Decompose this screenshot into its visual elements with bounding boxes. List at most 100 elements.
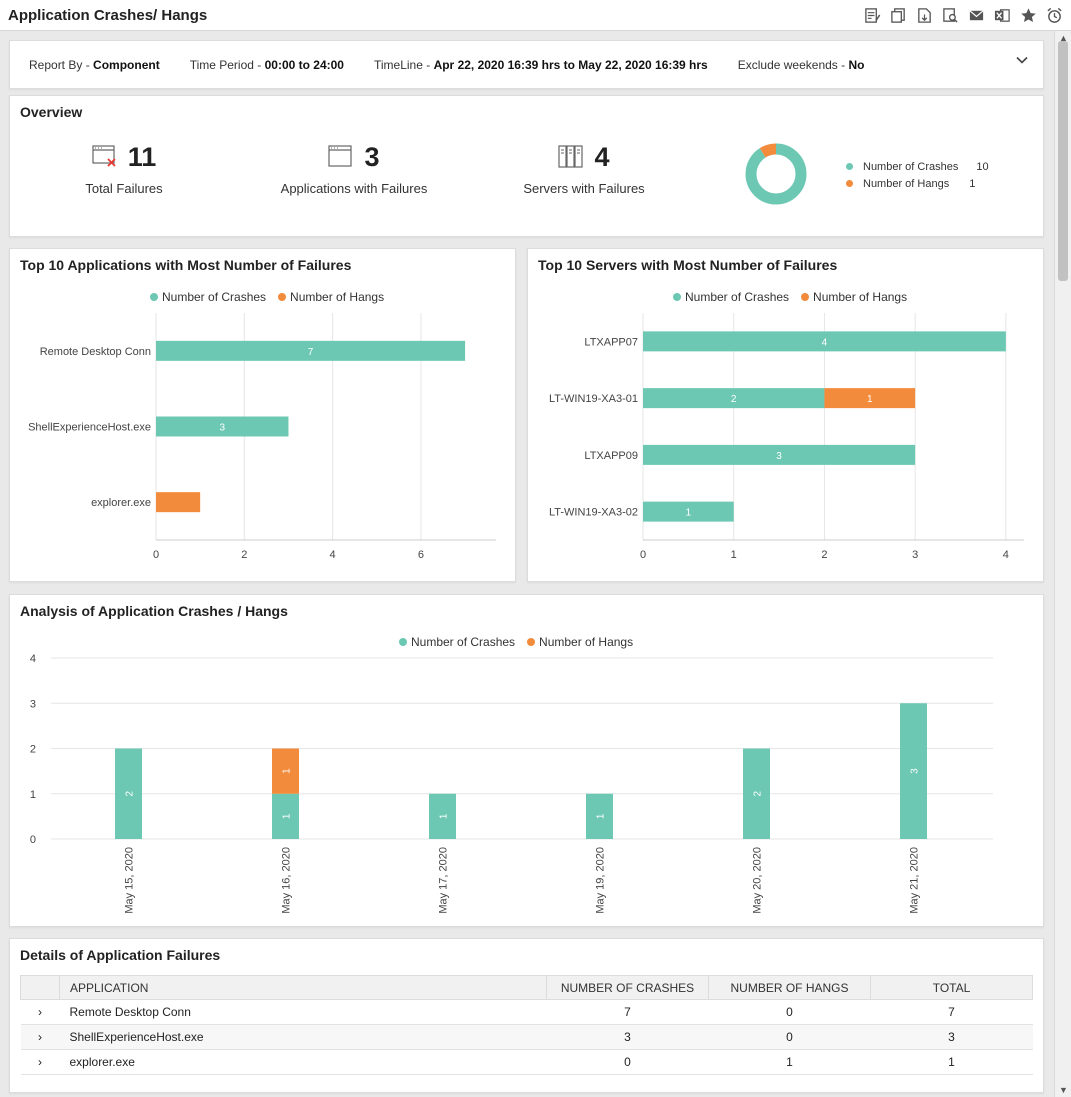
legend-item-hangs[interactable]: Number of Hangs [278, 290, 384, 304]
scrollbar-thumb[interactable] [1058, 41, 1068, 281]
hangs-bar [824, 388, 916, 409]
export-excel-icon[interactable] [993, 6, 1011, 24]
cell-application: Remote Desktop Conn [59, 999, 547, 1025]
favorite-star-icon[interactable] [1019, 6, 1037, 24]
analysis-panel: Analysis of Application Crashes / Hangs … [9, 594, 1044, 927]
y-tick-label: 2 [30, 744, 36, 756]
column-header-hangs[interactable]: NUMBER OF HANGS [708, 975, 871, 1000]
column-header-crashes[interactable]: NUMBER OF CRASHES [546, 975, 709, 1000]
x-tick-label: 2 [241, 549, 247, 561]
timeline-label: TimeLine - [373, 58, 434, 72]
y-category-label: LTXAPP07 [584, 336, 638, 348]
bar-value-label: 1 [439, 813, 450, 819]
y-tick-label: 3 [30, 698, 36, 710]
window-failure-icon [92, 145, 116, 167]
cell-crashes: 0 [546, 1049, 709, 1075]
chevron-down-icon[interactable] [1015, 53, 1029, 67]
vertical-scrollbar[interactable]: ▲ ▼ [1054, 31, 1071, 1097]
top-servers-legend: Number of Crashes Number of Hangs [673, 290, 907, 304]
scroll-up-arrow[interactable]: ▲ [1059, 33, 1068, 43]
crashes-bar [643, 331, 1006, 352]
x-category-label: May 20, 2020 [752, 847, 764, 914]
hangs-dot [801, 293, 810, 301]
hangs-dot [846, 180, 853, 187]
y-category-label: explorer.exe [91, 497, 151, 509]
bar-value-label: 2 [753, 791, 764, 797]
analysis-legend: Number of Crashes Number of Hangs [399, 635, 633, 649]
preview-icon[interactable] [941, 6, 959, 24]
legend-item-crashes: Number of Crashes 10 [846, 158, 989, 175]
legend-item-crashes[interactable]: Number of Crashes [673, 290, 789, 304]
crashes-bar [115, 748, 142, 839]
copy-report-icon[interactable] [889, 6, 907, 24]
total-failures-label: Total Failures [85, 181, 163, 196]
apps-with-failures-kpi: 3 Applications with Failures [264, 141, 444, 197]
top-servers-panel: Top 10 Servers with Most Number of Failu… [527, 248, 1044, 582]
cell-hangs: 1 [708, 1049, 871, 1075]
apps-with-failures-value: 3 [364, 141, 380, 172]
bar-value-label: 4 [822, 337, 828, 348]
x-tick-label: 2 [821, 549, 827, 561]
bar-value-label: 1 [867, 394, 873, 405]
x-category-label: May 17, 2020 [438, 847, 450, 914]
bar-value-label: 2 [731, 394, 737, 405]
cell-total: 3 [870, 1024, 1033, 1050]
scroll-down-arrow[interactable]: ▼ [1059, 1085, 1068, 1095]
legend-item-hangs: Number of Hangs 1 [846, 175, 989, 192]
chevron-right-icon[interactable]: › [20, 999, 60, 1025]
crashes-bar [743, 748, 770, 839]
top-applications-legend: Number of Crashes Number of Hangs [150, 290, 384, 304]
timeline-filter: TimeLine - Apr 22, 2020 16:39 hrs to May… [374, 58, 708, 72]
crashes-dot [150, 293, 158, 301]
legend-crashes-value: 10 [976, 160, 989, 173]
email-icon[interactable] [967, 6, 985, 24]
legend-item-hangs[interactable]: Number of Hangs [801, 290, 907, 304]
details-table: APPLICATION NUMBER OF CRASHES NUMBER OF … [20, 975, 1033, 1075]
crashes-bar [272, 793, 299, 839]
cell-hangs: 0 [708, 999, 871, 1025]
cell-application: explorer.exe [59, 1049, 547, 1075]
cell-total: 1 [870, 1049, 1033, 1075]
legend-item-crashes[interactable]: Number of Crashes [399, 635, 515, 649]
exclude-weekends-value: No [848, 58, 865, 72]
edit-report-icon[interactable] [863, 6, 881, 24]
schedule-alarm-icon[interactable] [1045, 6, 1063, 24]
cell-crashes: 3 [546, 1024, 709, 1050]
cell-hangs: 0 [708, 1024, 871, 1050]
cell-total: 7 [870, 999, 1033, 1025]
legend-label: Number of Hangs [813, 290, 908, 304]
legend-item-crashes[interactable]: Number of Crashes [150, 290, 266, 304]
export-pdf-icon[interactable] [915, 6, 933, 24]
legend-crashes-label: Number of Crashes [863, 160, 959, 173]
report-by-label: Report By - [29, 58, 94, 72]
legend-item-hangs[interactable]: Number of Hangs [527, 635, 633, 649]
table-row[interactable]: › Remote Desktop Conn 7 0 7 [20, 999, 1033, 1025]
overview-panel: Overview 11 Total Failures 3 Application… [9, 95, 1044, 237]
table-row[interactable]: › explorer.exe 0 1 1 [20, 1049, 1033, 1075]
crashes-bar [429, 793, 456, 839]
top-servers-chart: 0 1 2 3 4 LTXAPP07 4 LT-WIN19-XA3-01 2 1 LTXAPP09 3… [549, 313, 1024, 561]
chevron-right-icon[interactable]: › [20, 1024, 60, 1050]
bar-value-label: 1 [282, 768, 293, 774]
cell-crashes: 7 [546, 999, 709, 1025]
x-tick-label: 0 [153, 549, 159, 561]
x-tick-label: 1 [731, 549, 737, 561]
servers-with-failures-value: 4 [594, 141, 610, 172]
donut-slice-crashes [745, 143, 807, 205]
timeline-value: Apr 22, 2020 16:39 hrs to May 22, 2020 1… [433, 58, 708, 72]
chevron-right-icon[interactable]: › [20, 1049, 60, 1075]
column-header-total[interactable]: TOTAL [870, 975, 1033, 1000]
bar-value-label: 2 [125, 791, 136, 797]
column-header-application[interactable]: APPLICATION [59, 975, 547, 1000]
total-failures-kpi: 11 Total Failures [54, 142, 194, 197]
table-row[interactable]: › ShellExperienceHost.exe 3 0 3 [20, 1024, 1033, 1050]
y-tick-label: 1 [30, 789, 36, 801]
crashes-bar [586, 793, 613, 839]
bar-value-label: 1 [282, 813, 293, 819]
time-period-label: Time Period - [189, 58, 265, 72]
details-title: Details of Application Failures [20, 947, 221, 963]
x-tick-label: 4 [1003, 549, 1009, 561]
top-applications-panel: Top 10 Applications with Most Number of … [9, 248, 516, 582]
y-tick-label: 0 [30, 834, 36, 846]
server-rack-icon [558, 145, 584, 168]
